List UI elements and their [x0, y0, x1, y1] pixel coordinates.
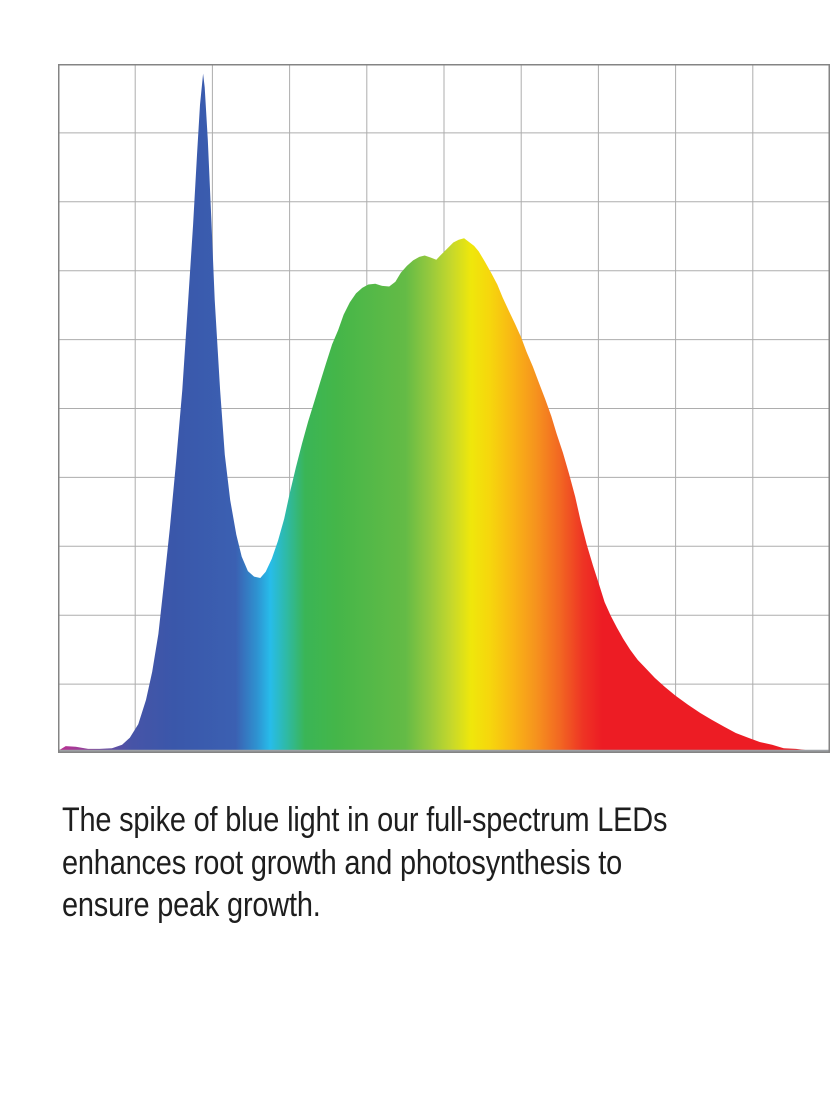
led-spectrum-chart — [58, 64, 830, 753]
spectrum-chart-frame — [58, 64, 830, 753]
caption-line: enhances root growth and photosynthesis … — [62, 843, 623, 882]
caption: The spike of blue light in our full-spec… — [62, 799, 667, 927]
chart-border — [58, 64, 830, 753]
spectrum-area — [58, 73, 830, 753]
caption-line: ensure peak growth. — [62, 886, 321, 924]
caption-line: The spike of blue light in our full-spec… — [62, 801, 668, 839]
